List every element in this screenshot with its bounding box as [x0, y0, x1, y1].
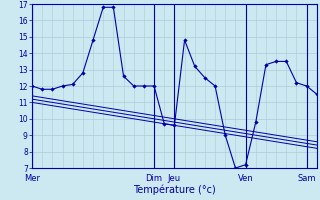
- X-axis label: Température (°c): Température (°c): [133, 185, 216, 195]
